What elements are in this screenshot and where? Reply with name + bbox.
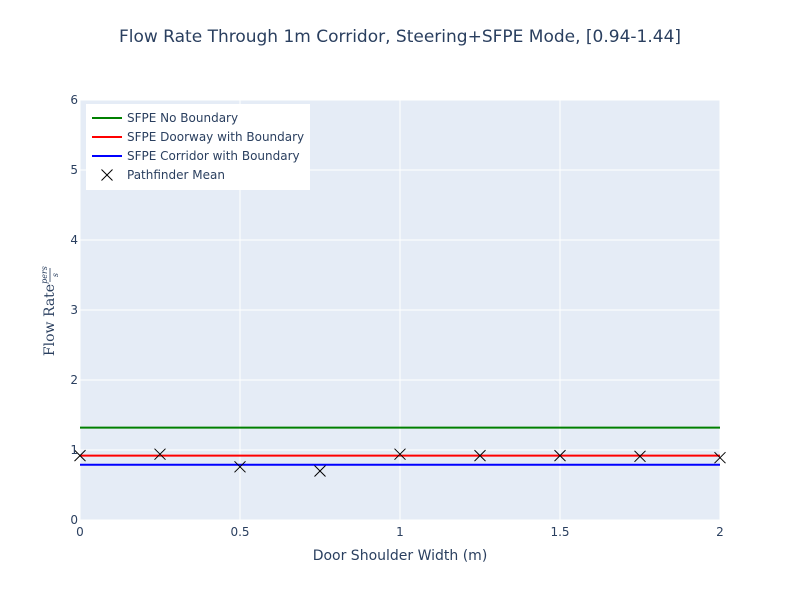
y-axis-ticks: 0 1 2 3 4 5 6 (70, 93, 78, 527)
y-axis-title-prefix: Flow Rate (42, 284, 58, 356)
legend-label: Pathfinder Mean (127, 168, 225, 182)
x-tick-label-0: 0 (76, 525, 84, 539)
x-tick-label-3: 1.5 (550, 525, 569, 539)
data-point-7 (634, 450, 646, 463)
y-tick-label-6: 6 (70, 93, 78, 107)
legend-item-0[interactable]: SFPE No Boundary (92, 111, 238, 125)
legend[interactable]: SFPE No Boundary SFPE Doorway with Bounda… (86, 104, 310, 190)
y-axis-title-denominator: s (51, 273, 60, 277)
legend-label: SFPE Doorway with Boundary (127, 130, 304, 144)
legend-item-2[interactable]: SFPE Corridor with Boundary (92, 149, 300, 163)
legend-box (86, 104, 310, 190)
data-point-4 (394, 448, 406, 461)
x-tick-label-4: 2 (716, 525, 724, 539)
grid-lines (79, 99, 721, 521)
y-axis-title: Flow Rate pers s (40, 266, 60, 356)
legend-item-3[interactable]: Pathfinder Mean (101, 168, 225, 182)
data-point-0 (74, 449, 86, 462)
data-point-1 (154, 448, 166, 461)
x-axis-title: Door Shoulder Width (m) (313, 548, 488, 564)
data-point-6 (554, 449, 566, 462)
y-tick-label-1: 1 (70, 443, 78, 457)
data-point-2 (234, 460, 246, 473)
y-tick-label-2: 2 (70, 373, 78, 387)
chart-title: Flow Rate Through 1m Corridor, Steering+… (119, 27, 681, 47)
series-layer (74, 426, 726, 477)
y-axis-title-numerator: pers (40, 266, 49, 284)
data-point-5 (474, 449, 486, 462)
x-tick-label-2: 1 (396, 525, 404, 539)
y-tick-label-0: 0 (70, 513, 78, 527)
legend-item-1[interactable]: SFPE Doorway with Boundary (92, 130, 304, 144)
y-tick-label-4: 4 (70, 233, 78, 247)
data-point-8 (714, 451, 726, 464)
data-point-3 (314, 465, 326, 477)
legend-label: SFPE Corridor with Boundary (127, 149, 300, 163)
x-axis-ticks: 0 0.5 1 1.5 2 (76, 525, 724, 539)
x-tick-label-1: 0.5 (230, 525, 249, 539)
legend-label: SFPE No Boundary (127, 111, 238, 125)
legend-marker-x (101, 169, 113, 181)
y-tick-label-3: 3 (70, 303, 78, 317)
y-tick-label-5: 5 (70, 163, 78, 177)
